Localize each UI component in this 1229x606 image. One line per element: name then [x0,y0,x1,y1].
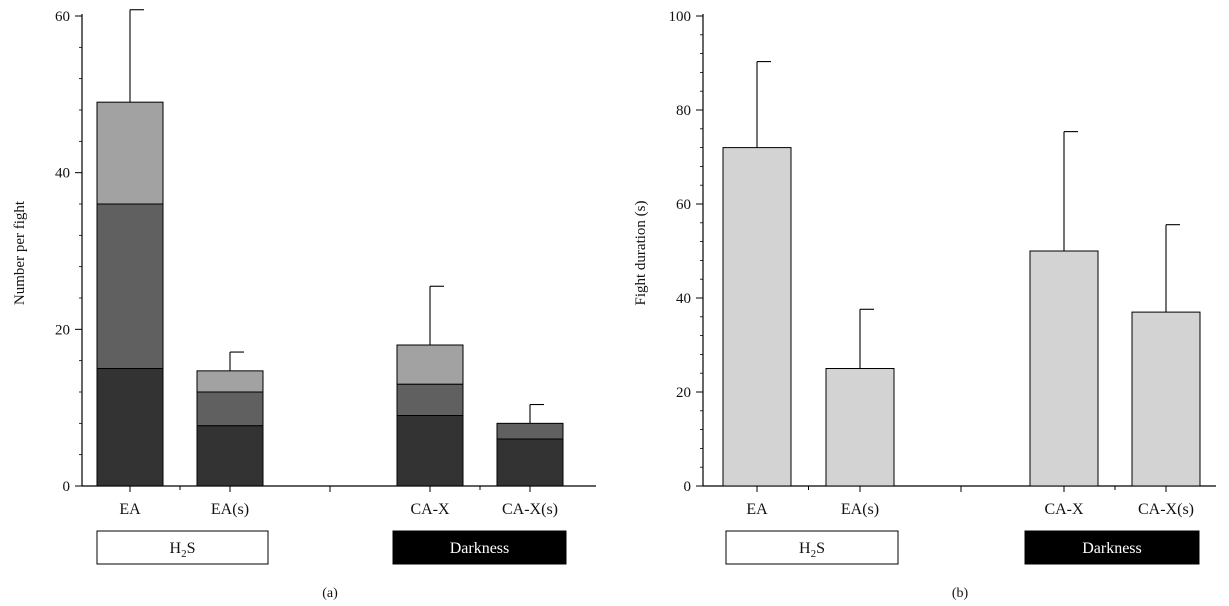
panel-b-y-tick-label: 60 [676,197,691,213]
panel-b-bar [722,147,792,487]
panel-a-group-box-2 [392,530,567,565]
panel-a-bar-segment-1 [396,415,464,487]
panel-a-bar-segment-2 [496,422,564,440]
panel-b-bar [1131,311,1201,487]
panel-a-group-box-1 [96,530,269,565]
panel-a-bar-segment-3 [396,344,464,385]
panel-a-y-tick-label: 40 [55,166,70,182]
panel-a-y-tick-label: 0 [63,479,71,495]
panel-a-group-label-2: Darkness [450,540,510,557]
panel-a-chart: Number per fight (a) 0 20 40 60 EA EA(s) CA-X C… [12,9,596,601]
panel-a-bar-segment-1 [196,425,264,487]
panel-b-x-tick-label: CA-X(s) [1138,501,1194,518]
panel-b-y-tick-label: 40 [676,291,691,307]
panel-a-bar-segment-3 [196,370,264,393]
panel-a-x-tick-label: EA [119,501,141,518]
panel-a-x-tick-label: CA-X(s) [502,501,558,518]
panel-a-ylabel: Number per fight [12,200,28,305]
panel-b-x-tick-label: EA [746,501,768,518]
panel-a-bar-segment-1 [496,438,564,487]
panel-a-bar-segment-2 [396,383,464,416]
panel-b-group-label-2: Darkness [1082,540,1142,557]
panel-b-ylabel: Fight duration (s) [633,201,649,306]
panel-b-bar [825,368,895,487]
panel-a-group-label-1: H2S [170,540,196,560]
panel-a-y-tick-label: 20 [55,322,70,338]
panel-b-bar [1029,250,1099,487]
panel-b-y-tick-label: 0 [684,479,692,495]
panel-b-panel-label: (b) [952,586,969,601]
panel-a-y-tick-label: 60 [55,9,70,25]
panel-b-y-tick-label: 20 [676,385,691,401]
panel-a-x-tick-label: EA(s) [211,501,249,518]
panel-a-bar-segment-3 [96,101,164,205]
panel-a-bar-segment-2 [96,203,164,369]
panel-b-group-label-1: H2S [799,540,825,560]
panel-a-panel-label: (a) [322,586,338,601]
panel-b-group-box-2 [1024,530,1200,565]
panel-b-y-tick-label: 100 [669,9,692,25]
panel-b-y-tick-label: 80 [676,103,691,119]
panel-b-chart: Fight duration (s) (b) 0 20 40 60 80 100 EA EA(… [633,9,1216,601]
panel-a-bar-segment-1 [96,368,164,487]
panel-b-x-tick-label: EA(s) [841,501,879,518]
panel-b-group-box-1 [725,530,899,565]
panel-a-bar-segment-2 [196,391,264,427]
panel-b-x-tick-label: CA-X [1044,501,1084,518]
panel-a-x-tick-label: CA-X [410,501,450,518]
